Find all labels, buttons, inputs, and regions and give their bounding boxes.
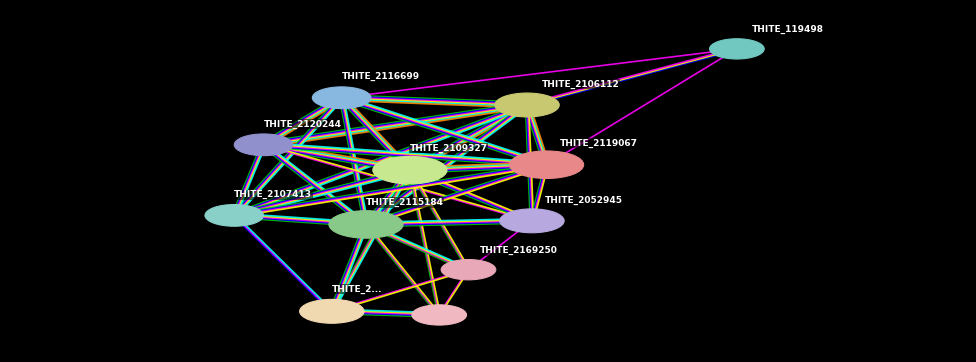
- Text: THITE_2120244: THITE_2120244: [264, 119, 342, 129]
- Circle shape: [509, 151, 584, 178]
- Circle shape: [373, 156, 447, 184]
- Circle shape: [205, 205, 264, 226]
- Circle shape: [234, 134, 293, 156]
- Text: THITE_2169250: THITE_2169250: [480, 246, 558, 255]
- Circle shape: [500, 209, 564, 233]
- Text: THITE_2119067: THITE_2119067: [560, 139, 638, 148]
- Text: THITE_2052945: THITE_2052945: [545, 195, 623, 205]
- Text: THITE_2...: THITE_2...: [332, 285, 383, 294]
- Text: THITE_2109327: THITE_2109327: [410, 144, 488, 153]
- Circle shape: [495, 93, 559, 117]
- Text: THITE_2107413: THITE_2107413: [234, 190, 312, 199]
- Circle shape: [710, 39, 764, 59]
- Circle shape: [412, 305, 467, 325]
- Circle shape: [312, 87, 371, 109]
- Circle shape: [441, 260, 496, 280]
- Text: THITE_2115184: THITE_2115184: [366, 198, 444, 207]
- Circle shape: [300, 299, 364, 323]
- Text: THITE_119498: THITE_119498: [752, 25, 824, 34]
- Text: THITE_2106112: THITE_2106112: [542, 80, 620, 89]
- Circle shape: [329, 211, 403, 238]
- Text: THITE_2116699: THITE_2116699: [342, 72, 420, 81]
